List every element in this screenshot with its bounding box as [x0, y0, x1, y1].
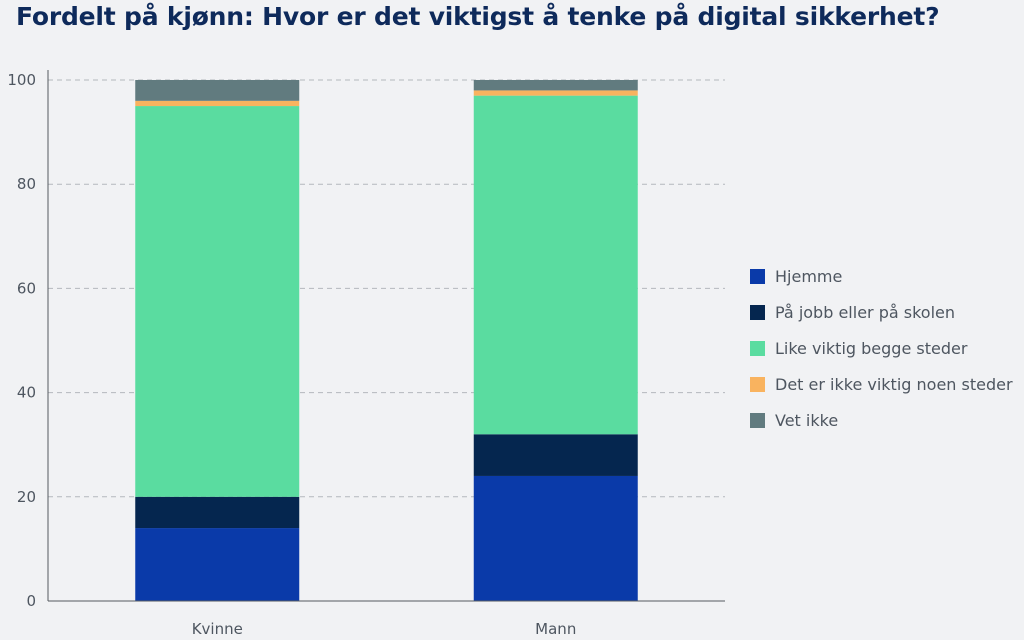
legend-item-ikke-viktig: Det er ikke viktig noen steder	[750, 366, 1013, 402]
legend-swatch	[750, 268, 765, 284]
legend-item-like-viktig: Like viktig begge steder	[750, 330, 1013, 366]
bars	[135, 80, 638, 601]
bar-segment-kvinne-det-er-ikke-viktig-noen-steder	[135, 100, 300, 107]
bar-segment-kvinne-pa-jobb-eller-pa-skolen	[135, 496, 300, 529]
chart-title: Fordelt på kjønn: Hvor er det viktigst å…	[16, 2, 940, 31]
legend-label: På jobb eller på skolen	[775, 302, 955, 322]
legend-label: Det er ikke viktig noen steder	[775, 374, 1013, 394]
axes: 0 20 40 60 80 100 Kvinne Mann	[7, 70, 725, 638]
y-tick-label: 60	[17, 279, 36, 297]
bar-segment-mann-vet-ikke	[473, 80, 638, 91]
y-tick-label: 20	[17, 488, 36, 506]
legend-label: Hjemme	[775, 266, 843, 286]
legend-item-vet-ikke: Vet ikke	[750, 402, 1013, 438]
y-tick-label: 0	[26, 592, 36, 610]
legend-item-hjemme: Hjemme	[750, 258, 1013, 294]
bar-segment-mann-pa-jobb-eller-pa-skolen	[473, 434, 638, 476]
bar-segment-mann-det-er-ikke-viktig-noen-steder	[473, 90, 638, 96]
legend-swatch	[750, 412, 765, 428]
legend-swatch	[750, 376, 765, 392]
bar-segment-mann-like-viktig-begge-steder	[473, 95, 638, 435]
bar-segment-kvinne-hjemme	[135, 528, 300, 601]
legend-item-pa-jobb: På jobb eller på skolen	[750, 294, 1013, 330]
bar-segment-kvinne-like-viktig-begge-steder	[135, 106, 300, 497]
y-tick-label: 100	[7, 71, 36, 89]
y-tick-label: 40	[17, 384, 36, 402]
legend-label: Like viktig begge steder	[775, 338, 968, 358]
x-tick-label-kvinne: Kvinne	[192, 620, 243, 638]
legend-swatch	[750, 304, 765, 320]
legend-label: Vet ikke	[775, 410, 839, 430]
bar-segment-mann-hjemme	[473, 475, 638, 601]
y-tick-label: 80	[17, 175, 36, 193]
legend-swatch	[750, 340, 765, 356]
bar-segment-kvinne-vet-ikke	[135, 80, 300, 101]
x-tick-label-mann: Mann	[535, 620, 576, 638]
legend: Hjemme På jobb eller på skolen Like vikt…	[750, 258, 1013, 438]
